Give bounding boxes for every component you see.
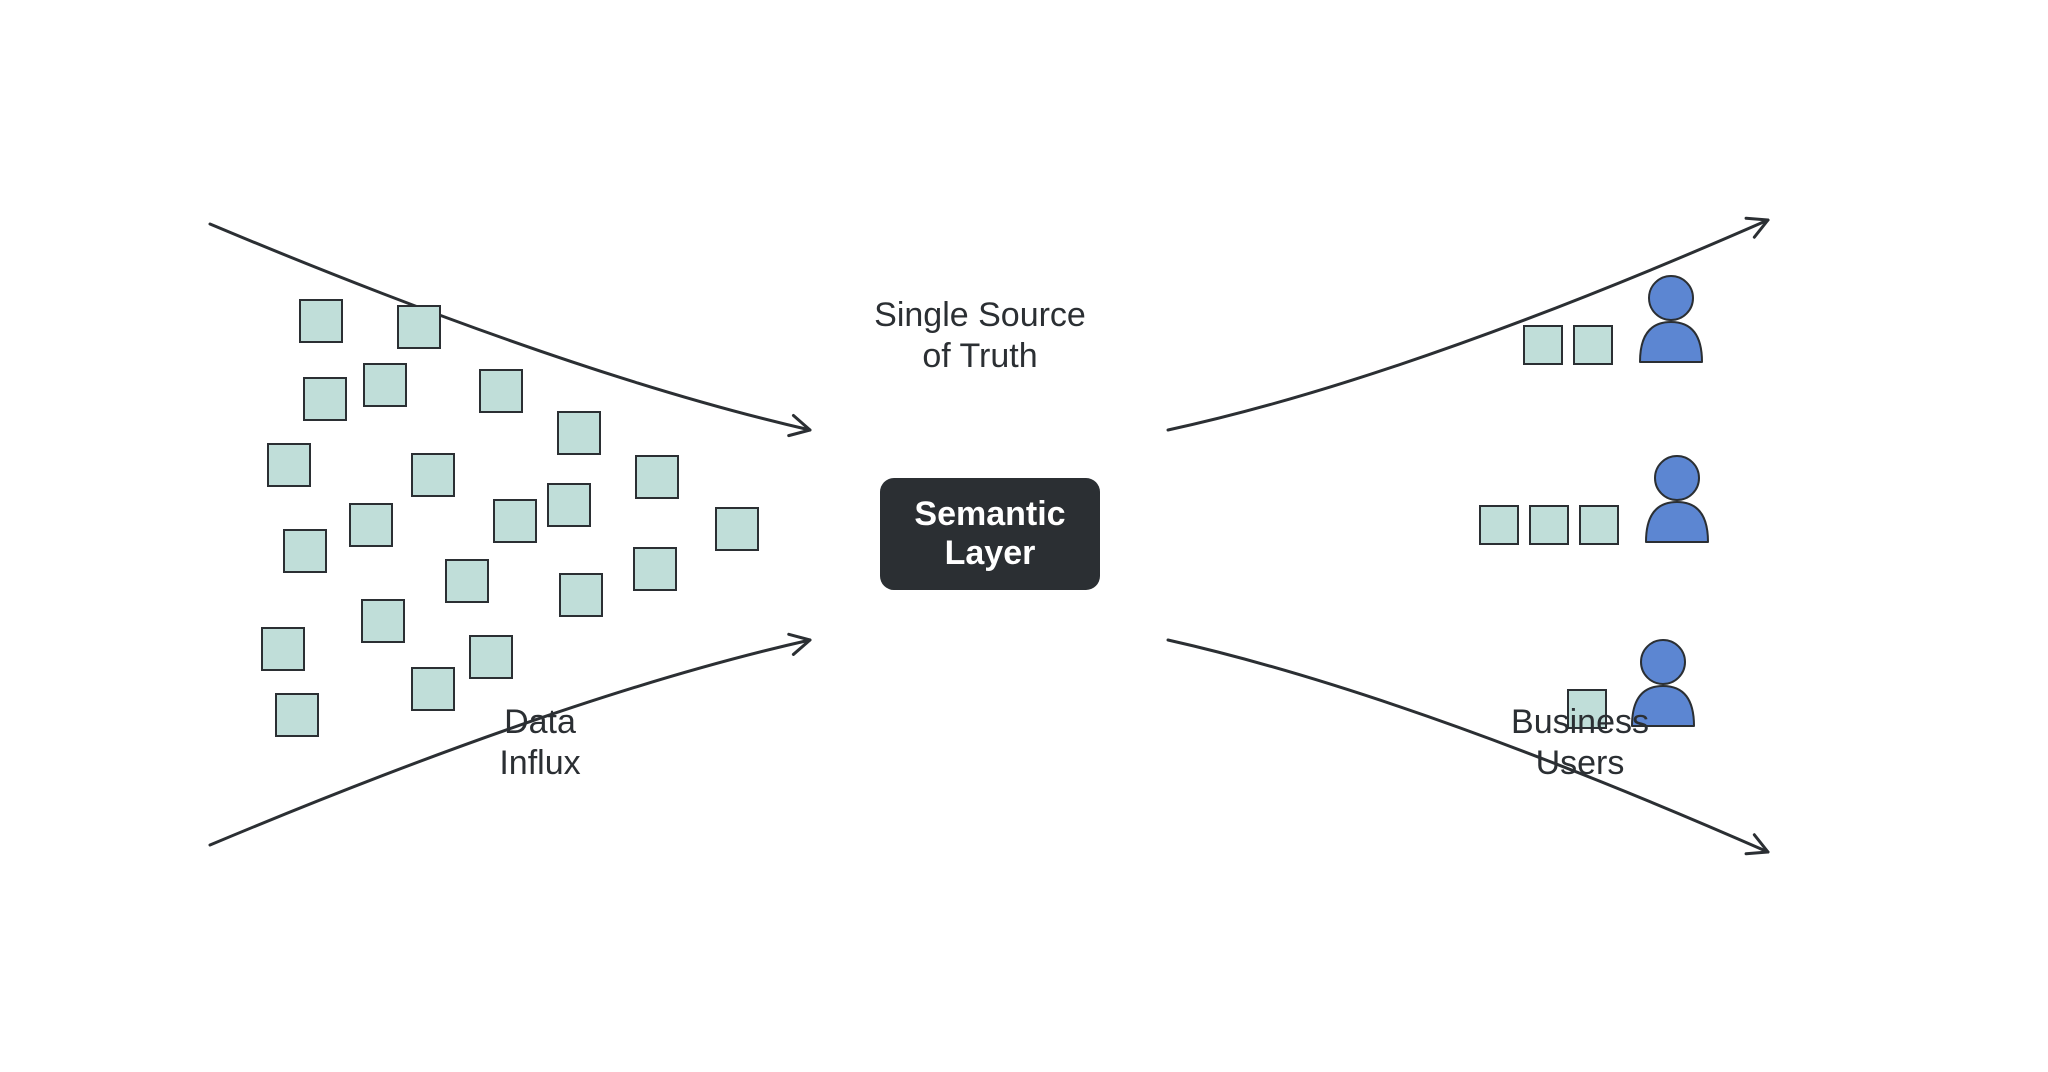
data-square <box>494 500 536 542</box>
data-square <box>262 628 304 670</box>
data-square <box>548 484 590 526</box>
user-icon <box>1646 456 1708 542</box>
data-square <box>480 370 522 412</box>
data-square <box>1524 326 1562 364</box>
data-square <box>636 456 678 498</box>
data-square <box>362 600 404 642</box>
data-square <box>284 530 326 572</box>
data-square <box>470 636 512 678</box>
data-square <box>276 694 318 736</box>
data-square <box>634 548 676 590</box>
data-square <box>446 560 488 602</box>
data-square <box>350 504 392 546</box>
data-square <box>398 306 440 348</box>
data-square <box>268 444 310 486</box>
label-single-source: Single Source of Truth <box>780 295 1180 377</box>
semantic-layer-box: Semantic Layer <box>880 478 1100 590</box>
label-business-users: Business Users <box>1380 702 1780 784</box>
data-square <box>560 574 602 616</box>
data-square <box>716 508 758 550</box>
data-square <box>1580 506 1618 544</box>
data-square <box>364 364 406 406</box>
data-square <box>300 300 342 342</box>
data-square <box>558 412 600 454</box>
label-data-influx: Data Influx <box>340 702 740 784</box>
data-square <box>1530 506 1568 544</box>
data-square <box>412 454 454 496</box>
data-square <box>304 378 346 420</box>
data-square <box>1574 326 1612 364</box>
user-icon <box>1640 276 1702 362</box>
data-square <box>1480 506 1518 544</box>
